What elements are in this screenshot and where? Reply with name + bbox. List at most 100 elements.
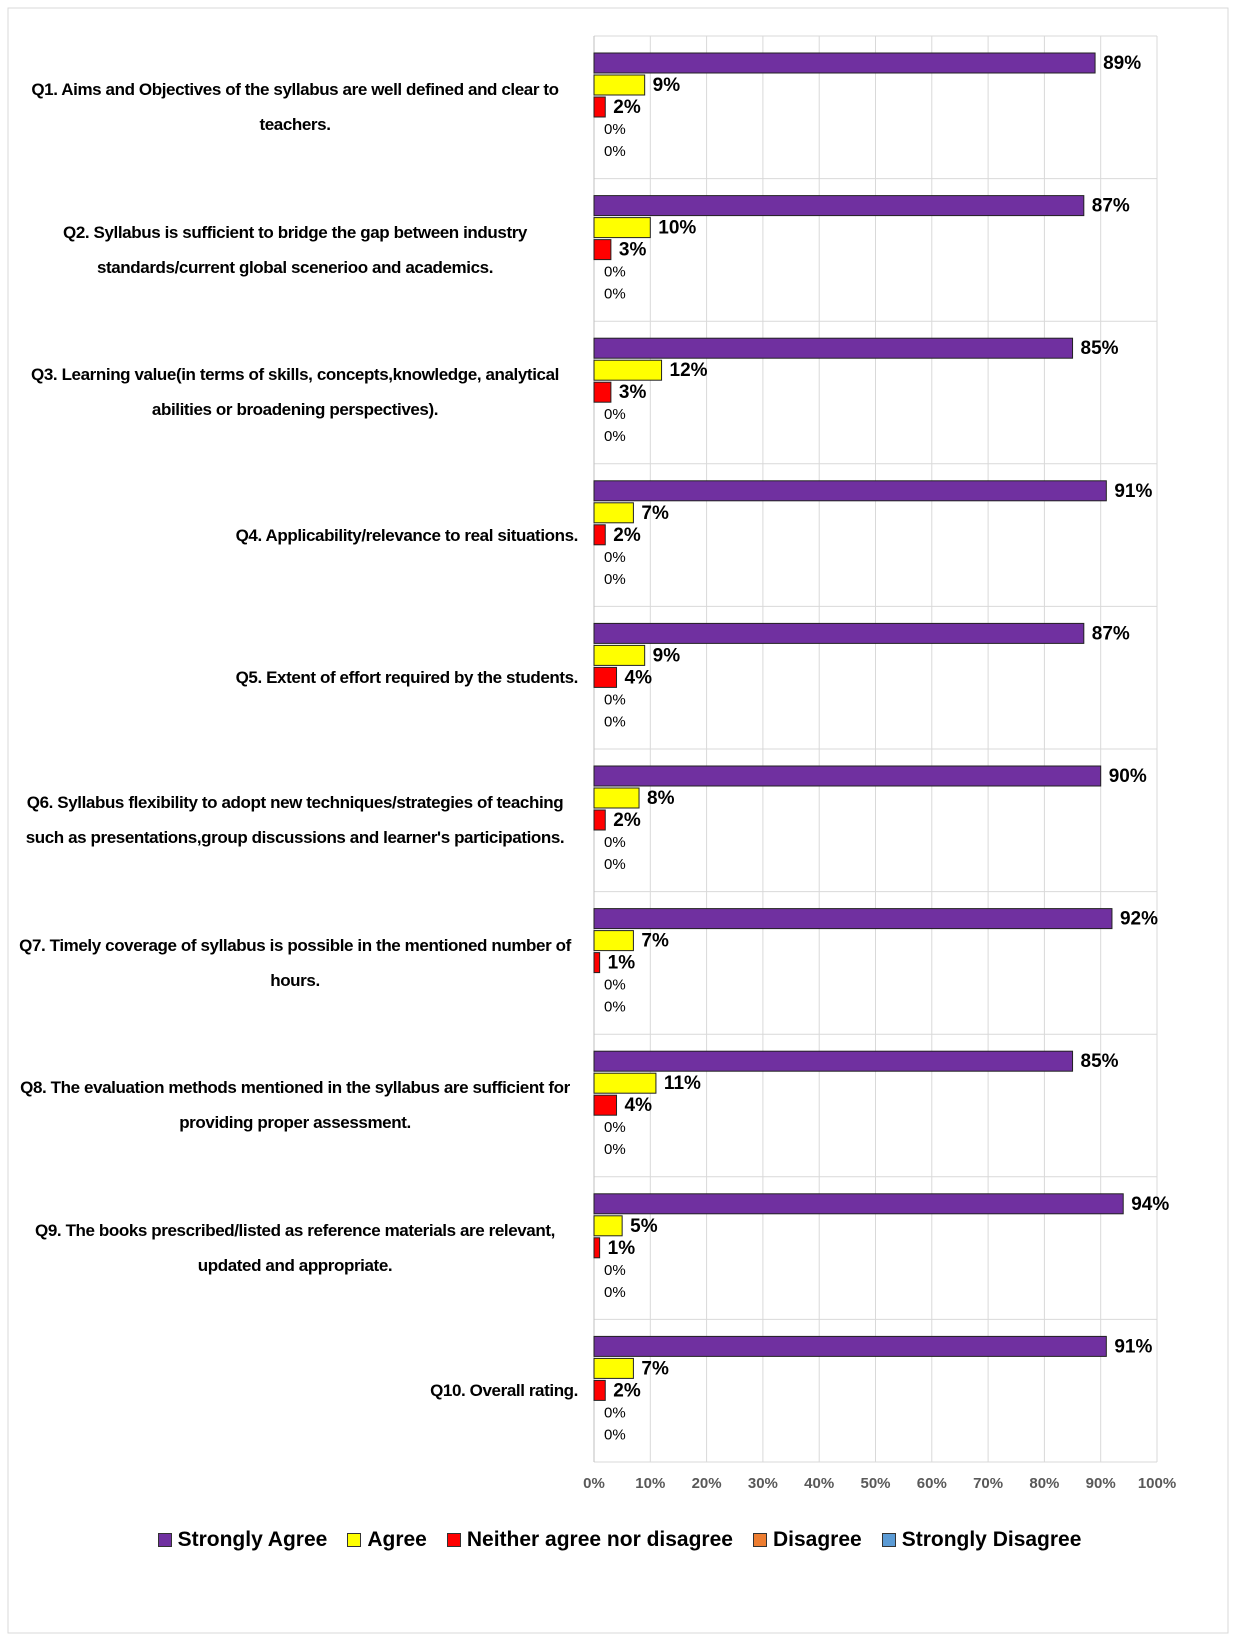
category-label: Q1. Aims and Objectives of the syllabus … xyxy=(12,36,578,179)
bar xyxy=(593,765,1102,787)
bar xyxy=(593,1335,1107,1357)
bar xyxy=(593,787,640,809)
data-label: 1% xyxy=(608,1238,636,1259)
data-label: 0% xyxy=(604,977,626,994)
bar xyxy=(593,359,663,381)
data-label: 0% xyxy=(604,1141,626,1158)
legend-item: Neither agree nor disagree xyxy=(446,1528,733,1552)
legend-label: Strongly Disagree xyxy=(901,1528,1082,1551)
data-label: 11% xyxy=(664,1073,701,1094)
category-text: Q10. Overall rating. xyxy=(430,1381,578,1401)
bar xyxy=(593,524,606,546)
category-text: Q1. Aims and Objectives of the syllabus … xyxy=(31,80,559,135)
legend-swatch xyxy=(446,1533,461,1547)
data-label: 2% xyxy=(613,525,641,546)
bar xyxy=(593,622,1085,644)
data-label: 87% xyxy=(1092,196,1130,217)
category-text: Q5. Extent of effort required by the stu… xyxy=(235,668,579,688)
data-label: 0% xyxy=(604,1404,626,1421)
x-tick-label: 0% xyxy=(583,1475,605,1492)
data-label: 1% xyxy=(608,953,636,974)
data-label: 85% xyxy=(1081,338,1119,359)
data-label: 10% xyxy=(658,218,696,239)
legend-label: Neither agree nor disagree xyxy=(466,1528,733,1551)
chart-border xyxy=(7,7,1229,1634)
data-label: 2% xyxy=(613,810,641,831)
bar xyxy=(593,952,601,974)
x-tick-label: 80% xyxy=(1029,1475,1059,1492)
data-label: 0% xyxy=(604,713,626,730)
category-label: Q10. Overall rating. xyxy=(12,1319,578,1462)
data-label: 0% xyxy=(604,1426,626,1443)
data-label: 91% xyxy=(1114,481,1152,502)
legend-label: Agree xyxy=(367,1528,427,1551)
data-label: 94% xyxy=(1131,1194,1169,1215)
legend: Strongly Agree Agree Neither agree nor dis… xyxy=(0,1528,1239,1552)
legend-item: Disagree xyxy=(752,1528,862,1552)
bar xyxy=(593,195,1085,217)
data-label: 0% xyxy=(604,856,626,873)
data-label: 4% xyxy=(625,667,653,688)
legend-label: Strongly Agree xyxy=(177,1528,328,1551)
bar xyxy=(593,809,606,831)
category-label: Q6. Syllabus flexibility to adopt new te… xyxy=(12,749,578,892)
data-label: 0% xyxy=(604,834,626,851)
category-label: Q2. Syllabus is sufficient to bridge the… xyxy=(12,179,578,322)
x-tick-label: 30% xyxy=(748,1475,778,1492)
legend-swatch xyxy=(157,1533,172,1547)
data-label: 2% xyxy=(613,97,641,118)
category-text: Q2. Syllabus is sufficient to bridge the… xyxy=(63,222,527,277)
legend-swatch xyxy=(881,1533,896,1547)
bar xyxy=(593,930,634,952)
bar xyxy=(593,96,606,118)
x-tick-label: 100% xyxy=(1138,1475,1176,1492)
data-label: 0% xyxy=(604,143,626,160)
x-tick-label: 40% xyxy=(804,1475,834,1492)
data-label: 85% xyxy=(1081,1051,1119,1072)
data-label: 0% xyxy=(604,1262,626,1279)
category-text: Q9. The books prescribed/listed as refer… xyxy=(35,1221,555,1276)
x-tick-label: 60% xyxy=(917,1475,947,1492)
bar xyxy=(593,1357,634,1379)
category-label: Q3. Learning value(in terms of skills, c… xyxy=(12,321,578,464)
data-label: 91% xyxy=(1114,1336,1152,1357)
data-label: 9% xyxy=(653,75,681,96)
data-label: 5% xyxy=(630,1216,658,1237)
legend-item: Strongly Disagree xyxy=(881,1528,1082,1552)
category-label: Q7. Timely coverage of syllabus is possi… xyxy=(12,892,578,1035)
data-label: 89% xyxy=(1103,53,1141,74)
bar xyxy=(593,1072,657,1094)
bar xyxy=(593,381,612,403)
data-label: 0% xyxy=(604,428,626,445)
data-label: 92% xyxy=(1120,909,1158,930)
data-label: 0% xyxy=(604,1284,626,1301)
x-tick-label: 90% xyxy=(1086,1475,1116,1492)
data-label: 2% xyxy=(613,1380,641,1401)
category-label: Q4. Applicability/relevance to real situ… xyxy=(12,464,579,607)
data-label: 7% xyxy=(641,931,669,952)
data-label: 90% xyxy=(1109,766,1147,787)
category-text: Q8. The evaluation methods mentioned in … xyxy=(20,1078,570,1133)
x-tick-label: 10% xyxy=(635,1475,665,1492)
x-tick-label: 20% xyxy=(692,1475,722,1492)
data-label: 0% xyxy=(604,406,626,423)
data-label: 7% xyxy=(641,1358,669,1379)
bar xyxy=(593,666,618,688)
category-text: Q3. Learning value(in terms of skills, c… xyxy=(31,365,559,420)
data-label: 4% xyxy=(625,1095,653,1116)
data-label: 0% xyxy=(604,121,626,138)
category-label: Q9. The books prescribed/listed as refer… xyxy=(12,1177,578,1320)
bar xyxy=(593,1215,623,1237)
bar xyxy=(593,1237,601,1259)
category-text: Q4. Applicability/relevance to real situ… xyxy=(235,525,579,545)
legend-swatch xyxy=(752,1533,767,1547)
data-label: 3% xyxy=(619,382,647,403)
bar xyxy=(593,480,1107,502)
bar xyxy=(593,1094,618,1116)
legend-item: Strongly Agree xyxy=(157,1528,328,1552)
bar xyxy=(593,1193,1124,1215)
bar xyxy=(593,908,1113,930)
x-tick-label: 70% xyxy=(973,1475,1003,1492)
